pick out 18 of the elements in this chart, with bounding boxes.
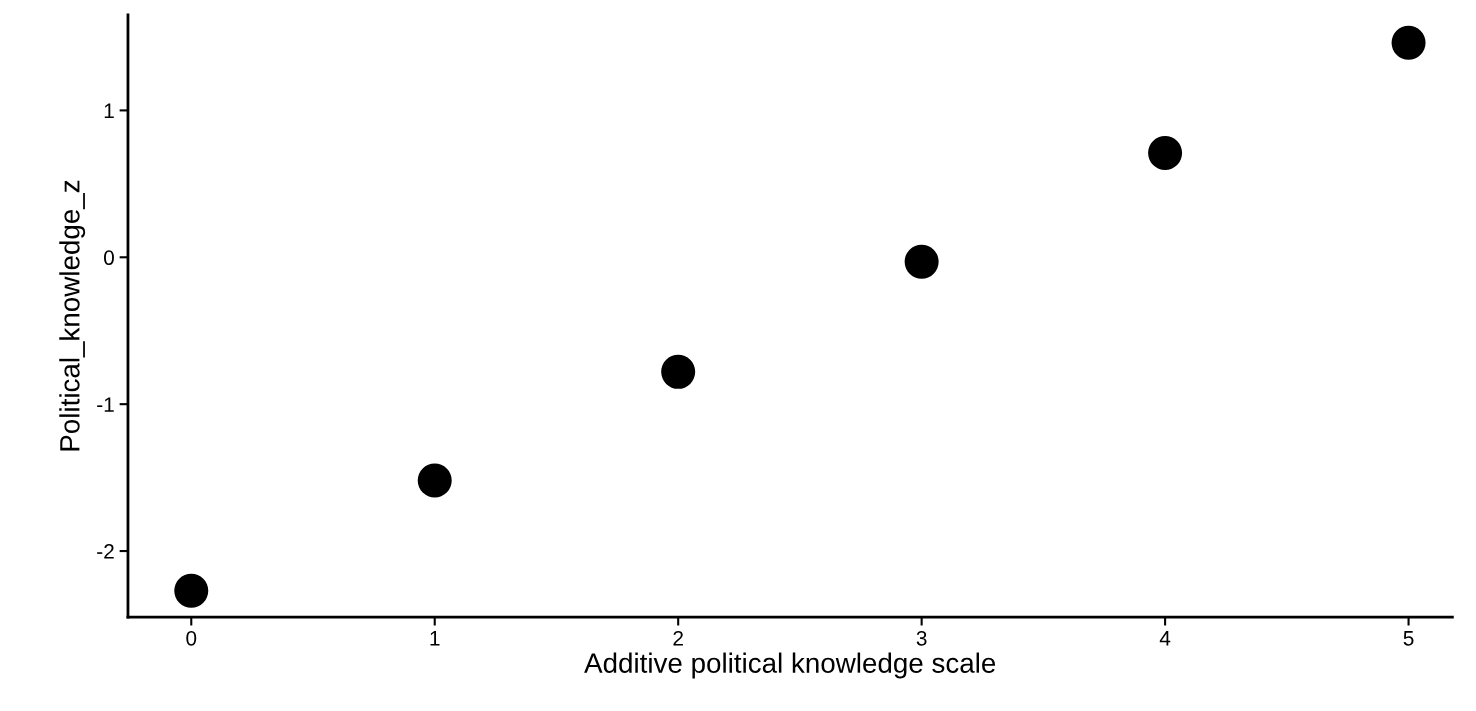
x-tick-label: 5 (1403, 631, 1414, 646)
point (904, 244, 939, 279)
x-tick-label: 1 (430, 631, 440, 646)
point (1391, 25, 1426, 60)
x-tick-label: 3 (916, 630, 927, 646)
x-tick-label: 4 (1159, 631, 1171, 646)
x-tick-label: 2 (673, 630, 683, 646)
y-tick-label: 1 (104, 103, 114, 118)
y-axis-title: Political_knowledge_z (59, 180, 86, 451)
x-tick-label: 0 (186, 630, 197, 646)
x-axis-title: Additive political knowledge scale (584, 652, 996, 679)
point (417, 463, 452, 498)
y-tick-label: -1 (97, 397, 114, 412)
point (661, 354, 696, 389)
y-tick-label: 0 (104, 250, 114, 266)
point (174, 573, 209, 608)
point (1148, 135, 1183, 171)
y-tick-label: -2 (97, 544, 114, 559)
